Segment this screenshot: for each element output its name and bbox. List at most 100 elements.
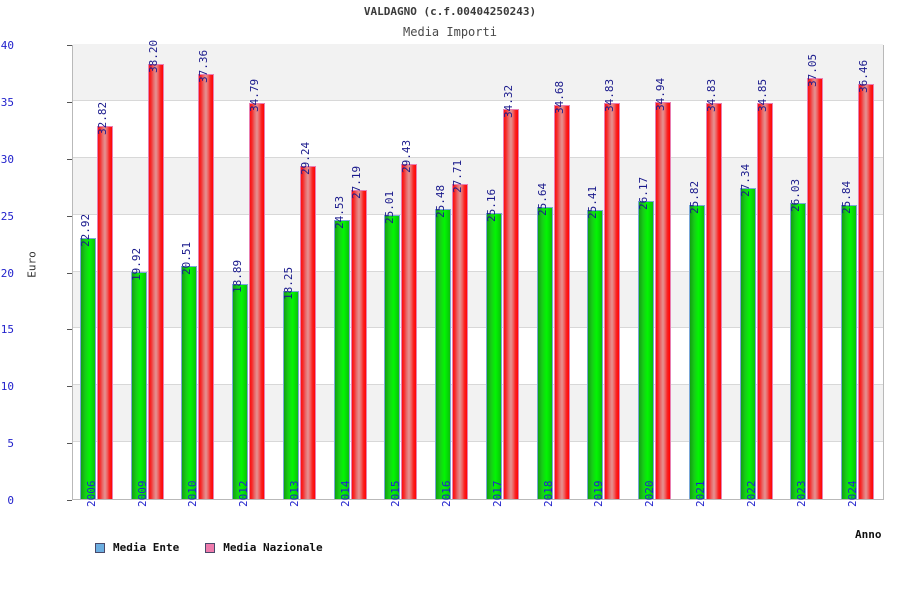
- bar-media-ente: [841, 205, 858, 499]
- gridline: [73, 384, 883, 386]
- bar-value-label: 18.25: [281, 267, 295, 301]
- bar-value-label: 25.48: [434, 185, 448, 219]
- bar-media-nazionale: [604, 102, 621, 499]
- x-tick-label: 2010: [186, 480, 200, 508]
- chart-subtitle: Media Importi: [403, 25, 497, 39]
- legend-entry-media-nazionale[interactable]: Media Nazionale: [205, 541, 323, 554]
- x-tick-label: 2016: [440, 480, 454, 508]
- bar-value-label: 34.83: [603, 78, 617, 112]
- bar-media-ente: [485, 212, 502, 499]
- bar-value-label: 29.24: [298, 142, 312, 176]
- bar-media-nazionale: [198, 74, 215, 499]
- bar-media-ente: [79, 238, 96, 499]
- bar-value-label: 19.92: [129, 248, 143, 282]
- bar-value-label: 37.36: [197, 49, 211, 84]
- bar-media-ente: [384, 214, 401, 499]
- bar-value-label: 25.16: [484, 188, 498, 222]
- x-tick-label: 2015: [389, 480, 403, 508]
- y-tick-label: 30: [0, 152, 14, 166]
- bar-value-label: 25.82: [687, 181, 701, 215]
- bar-media-ente: [688, 205, 705, 499]
- bar-media-nazionale: [553, 104, 570, 499]
- x-tick-label: 2021: [693, 480, 707, 508]
- x-tick-label: 2013: [287, 480, 301, 508]
- bar-media-ente: [333, 219, 350, 499]
- x-tick-label: 2014: [338, 480, 352, 508]
- legend-swatch-icon: [95, 542, 105, 553]
- legend-swatch-icon: [205, 542, 216, 553]
- bar-value-label: 34.85: [755, 78, 769, 112]
- x-tick-label: 2024: [846, 480, 860, 508]
- gridline: [73, 213, 883, 215]
- bar-value-label: 26.03: [789, 178, 803, 212]
- bar-value-label: 25.84: [840, 180, 854, 215]
- bar-media-nazionale: [807, 77, 824, 499]
- bar-media-nazionale: [350, 189, 367, 499]
- bar-value-label: 25.41: [586, 185, 600, 219]
- bar-media-ente: [435, 209, 452, 499]
- y-tick-mark: [67, 386, 72, 388]
- x-tick-label: 2009: [135, 480, 149, 508]
- y-tick-mark: [67, 329, 72, 331]
- y-tick-label: 40: [0, 39, 14, 52]
- y-tick-mark: [67, 272, 72, 274]
- x-tick-label: 2023: [795, 480, 809, 508]
- bar-media-nazionale: [96, 125, 113, 499]
- bar-media-nazionale: [299, 166, 316, 499]
- bar-media-nazionale: [502, 108, 519, 499]
- bar-media-ente: [739, 188, 756, 499]
- bar-media-nazionale: [655, 101, 672, 499]
- bar-media-nazionale: [858, 84, 875, 499]
- x-tick-label: 2006: [84, 480, 98, 508]
- bar-value-label: 34.68: [552, 80, 566, 114]
- legend-entry-media-ente[interactable]: Media Ente: [95, 541, 179, 554]
- x-tick-label: 2017: [490, 480, 504, 508]
- chart-legend: Media Ente Media Nazionale: [95, 541, 349, 554]
- gridline: [73, 441, 883, 443]
- legend-label: Media Nazionale: [223, 541, 323, 554]
- x-tick-label: 2012: [237, 480, 251, 508]
- bar-value-label: 27.34: [738, 163, 752, 197]
- x-axis-title: Anno: [855, 528, 882, 541]
- bar-media-nazionale: [756, 102, 773, 499]
- bar-value-label: 38.20: [146, 40, 160, 74]
- bar-value-label: 37.05: [806, 53, 820, 87]
- bar-value-label: 25.01: [383, 190, 397, 224]
- bar-media-nazionale: [401, 164, 418, 499]
- bar-value-label: 32.82: [95, 101, 109, 135]
- bar-value-label: 34.83: [704, 78, 718, 112]
- y-tick-label: 35: [0, 95, 14, 109]
- bar-value-label: 22.92: [78, 214, 92, 248]
- gridline: [73, 156, 883, 158]
- bar-value-label: 34.32: [501, 84, 515, 118]
- bar-media-nazionale: [147, 64, 164, 499]
- bar-media-nazionale: [705, 102, 722, 499]
- bar-value-label: 24.53: [332, 195, 346, 229]
- bar-media-ente: [282, 291, 299, 499]
- bar-media-ente: [536, 207, 553, 499]
- gridline: [73, 270, 883, 272]
- legend-label: Media Ente: [113, 541, 180, 554]
- bar-media-ente: [181, 265, 198, 499]
- y-tick-label: 15: [0, 323, 14, 337]
- chart-title: VALDAGNO (c.f.00404250243): [363, 5, 537, 18]
- y-tick-mark: [67, 101, 72, 103]
- y-axis-title: Euro: [25, 251, 39, 278]
- bar-media-nazionale: [452, 183, 469, 499]
- x-tick-label: 2018: [541, 480, 555, 508]
- bar-value-label: 26.17: [637, 177, 651, 211]
- bar-media-ente: [232, 284, 249, 499]
- bar-value-label: 20.51: [180, 241, 194, 275]
- plot-area: [72, 44, 884, 500]
- y-tick-label: 25: [0, 209, 14, 223]
- bar-value-label: 27.71: [451, 159, 465, 193]
- x-tick-label: 2019: [592, 480, 606, 508]
- bar-value-label: 34.79: [248, 79, 262, 113]
- bar-media-ente: [130, 272, 147, 499]
- bar-value-label: 36.46: [857, 60, 871, 94]
- bar-media-ente: [587, 209, 604, 499]
- bar-media-ente: [790, 202, 807, 499]
- bar-media-ente: [638, 201, 655, 499]
- y-tick-label: 5: [7, 437, 14, 451]
- gridline: [73, 327, 883, 329]
